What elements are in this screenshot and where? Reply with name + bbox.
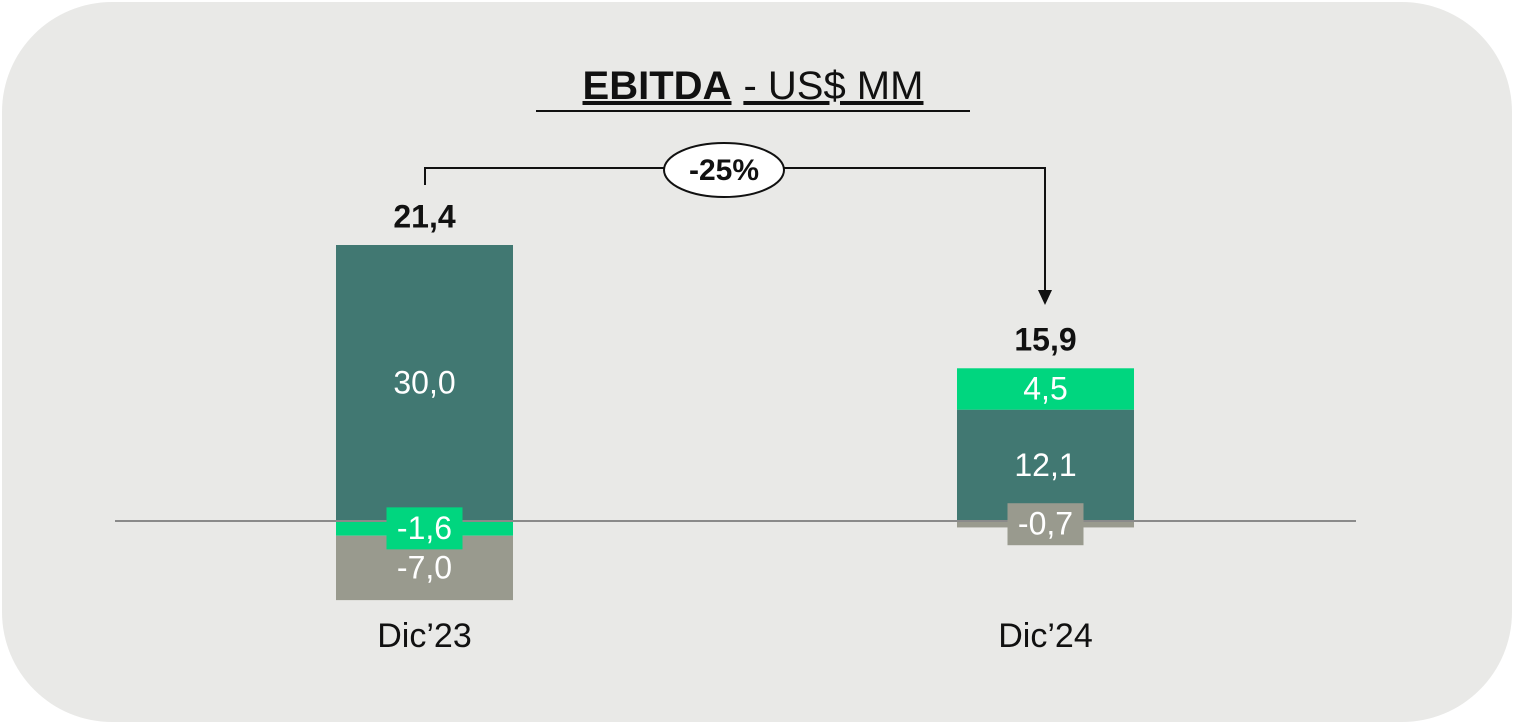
label-box bbox=[1007, 503, 1084, 546]
value-label: -7,0 bbox=[397, 549, 452, 585]
change-badge bbox=[663, 142, 785, 198]
change-label: -25% bbox=[689, 154, 759, 187]
bar-segment bbox=[957, 368, 1134, 410]
total-label: 21,4 bbox=[393, 198, 455, 234]
label-box bbox=[386, 507, 463, 550]
x-tick-label: Dic’23 bbox=[377, 617, 471, 655]
value-label: 4,5 bbox=[1023, 370, 1067, 406]
chart-title: EBITDA - US$ MM bbox=[583, 64, 924, 108]
bar-segment bbox=[957, 409, 1134, 521]
title-unit: - US$ MM bbox=[743, 64, 923, 108]
value-label: -0,7 bbox=[1018, 506, 1073, 542]
total-label: 15,9 bbox=[1014, 322, 1076, 358]
x-tick-label: Dic’24 bbox=[998, 617, 1092, 655]
bar-segment bbox=[336, 245, 513, 521]
arrow-head bbox=[1038, 290, 1052, 305]
value-label: 30,0 bbox=[393, 364, 455, 400]
value-label: -1,6 bbox=[397, 510, 452, 546]
value-label: 12,1 bbox=[1014, 447, 1076, 483]
title-main: EBITDA bbox=[583, 64, 732, 108]
